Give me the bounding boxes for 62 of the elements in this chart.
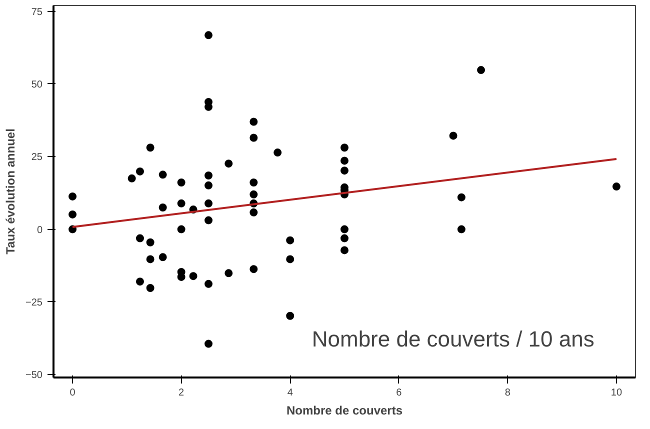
point	[128, 174, 136, 182]
point	[146, 238, 154, 246]
point	[68, 210, 77, 218]
point	[340, 225, 348, 234]
point	[177, 225, 186, 234]
point	[136, 167, 144, 176]
x-tick-label: 4	[287, 388, 294, 398]
point	[158, 253, 167, 262]
point	[146, 284, 154, 292]
point	[204, 181, 213, 190]
y-tick-label: 25	[31, 152, 43, 164]
point	[250, 134, 258, 142]
point	[68, 192, 77, 200]
point	[158, 203, 167, 212]
y-tick-label: 50	[31, 79, 43, 90]
y-tick-label: 0	[36, 224, 43, 236]
point	[204, 216, 213, 224]
point	[477, 66, 486, 74]
point	[146, 255, 154, 264]
x-tick-label: 8	[504, 388, 511, 398]
point	[250, 208, 258, 216]
point	[204, 340, 213, 348]
point	[340, 144, 348, 152]
point	[457, 193, 466, 202]
y-tick-label: −50	[26, 370, 43, 382]
point	[136, 278, 144, 286]
y-axis-title: Taux évolution annuel	[4, 128, 18, 254]
point	[177, 178, 186, 186]
point	[204, 31, 213, 40]
point	[340, 234, 348, 242]
point	[286, 236, 294, 244]
point	[224, 269, 233, 278]
x-axis-title: Nombre de couverts	[286, 404, 403, 418]
point	[177, 199, 186, 208]
y-tick-label: −25	[26, 297, 43, 308]
point	[340, 246, 348, 254]
point	[449, 132, 458, 140]
point	[250, 118, 258, 126]
x-tick-label: 6	[396, 388, 402, 398]
point	[204, 199, 213, 208]
point	[250, 190, 258, 198]
annotation: Nombre de couverts / 10 ans	[312, 326, 594, 352]
point	[146, 144, 154, 152]
point	[204, 280, 213, 288]
y-tick-label: 75	[31, 6, 43, 18]
point	[286, 255, 294, 264]
point	[136, 234, 144, 242]
point	[274, 148, 282, 157]
point	[340, 156, 348, 165]
x-tick-label: 10	[610, 388, 622, 398]
point	[204, 172, 213, 180]
point	[250, 265, 258, 274]
point	[224, 160, 233, 168]
point	[286, 312, 294, 320]
point	[250, 178, 258, 186]
point	[457, 225, 466, 234]
point	[158, 170, 167, 179]
point	[189, 272, 198, 280]
point	[612, 182, 620, 191]
x-tick-label: 2	[178, 388, 185, 398]
x-tick-label: 0	[70, 388, 76, 398]
point	[340, 166, 348, 175]
